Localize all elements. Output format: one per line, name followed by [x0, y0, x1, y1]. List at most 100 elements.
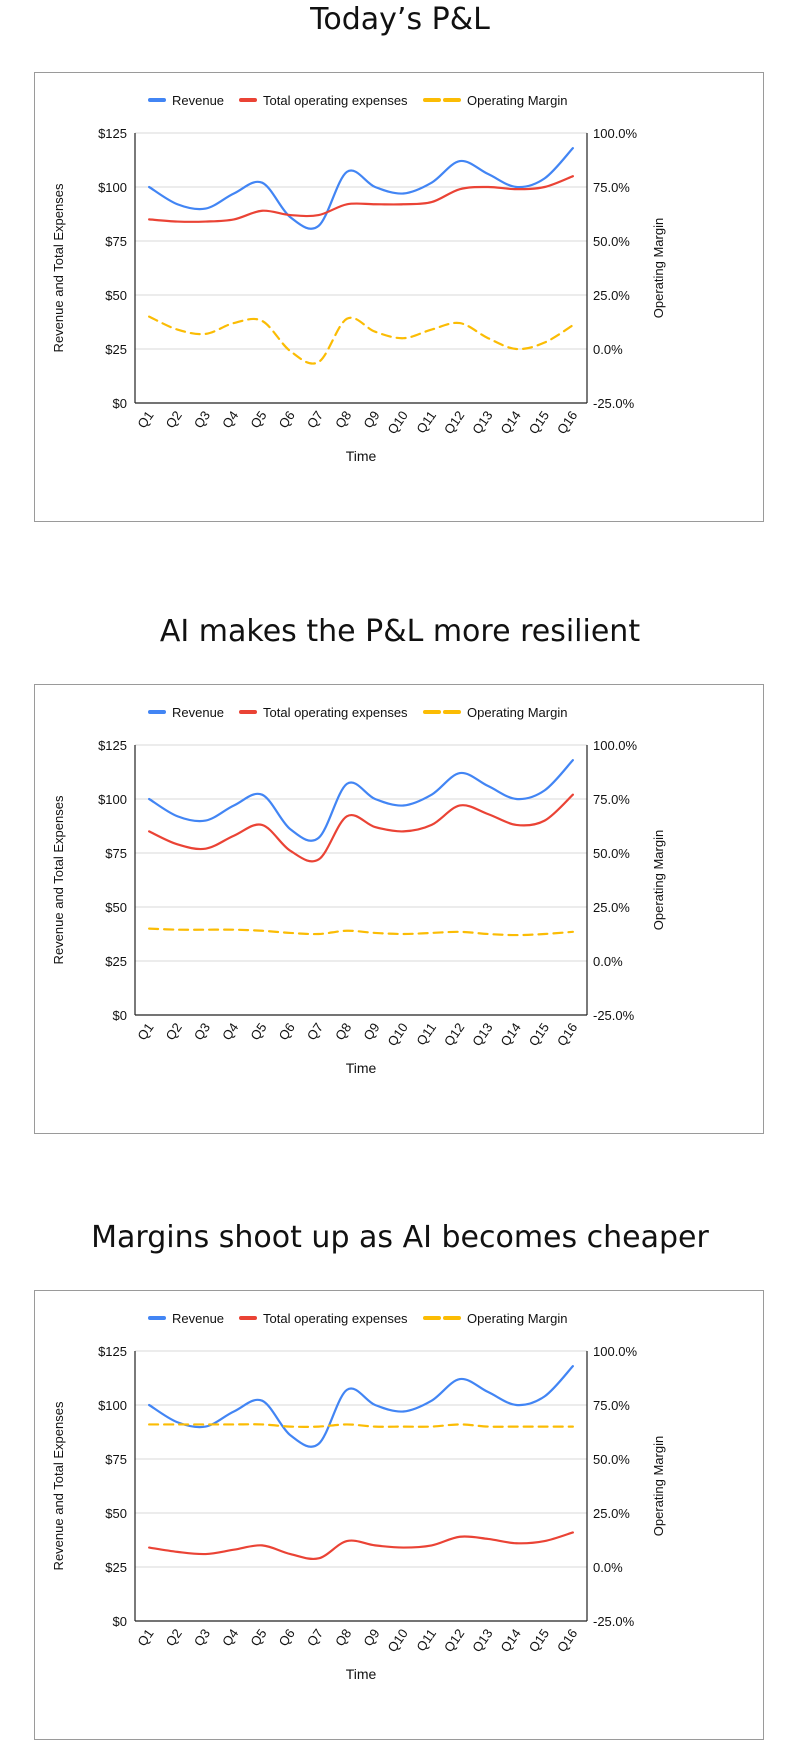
x-tick-label: Q1 — [134, 1020, 156, 1043]
x-tick-label: Q12 — [441, 1626, 467, 1655]
x-tick-label: Q3 — [191, 408, 213, 431]
y-tick-label: $125 — [98, 126, 127, 141]
chart-title: Margins shoot up as AI becomes cheaper — [91, 1220, 709, 1255]
y2-tick-label: -25.0% — [593, 1614, 635, 1629]
x-tick-label: Q6 — [276, 1626, 298, 1649]
x-tick-label: Q15 — [526, 1626, 552, 1655]
y-tick-label: $100 — [98, 180, 127, 195]
y2-tick-label: 100.0% — [593, 738, 638, 753]
line-chart: $0 $25 $50 $75 $100 $125 -25.0% 0.0% 25.0% 50.0% 7… — [51, 705, 666, 1076]
y-tick-label: $50 — [105, 900, 127, 915]
y-axis-label: Revenue and Total Expenses — [51, 183, 66, 352]
y2-axis-label: Operating Margin — [651, 218, 666, 318]
legend-label: Operating Margin — [467, 705, 567, 720]
chart-section-2: AI makes the P&L more resilient $0 $25 $50… — [0, 612, 800, 1142]
y2-tick-label: 0.0% — [593, 1560, 623, 1575]
x-tick-label: Q10 — [384, 1020, 410, 1049]
x-axis-label: Time — [346, 1666, 377, 1682]
chart-title: Today’s P&L — [310, 2, 490, 37]
x-tick-label: Q6 — [276, 408, 298, 431]
x-tick-label: Q13 — [469, 1626, 495, 1655]
y2-tick-label: -25.0% — [593, 396, 635, 411]
y2-tick-label: 75.0% — [593, 792, 630, 807]
x-tick-label: Q9 — [360, 1020, 382, 1043]
legend-label: Operating Margin — [467, 1311, 567, 1326]
series-line — [148, 759, 574, 842]
series-line — [148, 793, 574, 863]
series-line — [148, 175, 574, 223]
x-tick-label: Q9 — [360, 408, 382, 431]
y-tick-label: $100 — [98, 1398, 127, 1413]
x-tick-label: Q9 — [360, 1626, 382, 1649]
y-axis-label: Revenue and Total Expenses — [51, 1401, 66, 1570]
chart-frame: $0 $25 $50 $75 $100 $125 -25.0% 0.0% 25.0% 50.0% 7… — [34, 1290, 764, 1740]
x-tick-label: Q13 — [469, 1020, 495, 1049]
series-line — [148, 1531, 574, 1560]
y2-tick-label: 50.0% — [593, 1452, 630, 1467]
x-tick-label: Q4 — [219, 1020, 241, 1043]
y-tick-label: $125 — [98, 1344, 127, 1359]
x-tick-label: Q16 — [554, 1626, 580, 1655]
legend-label: Total operating expenses — [263, 705, 408, 720]
x-tick-label: Q4 — [219, 1626, 241, 1649]
y2-tick-label: 75.0% — [593, 1398, 630, 1413]
y-tick-label: $25 — [105, 954, 127, 969]
x-tick-label: Q7 — [304, 408, 326, 431]
y2-axis-label: Operating Margin — [651, 1436, 666, 1536]
x-tick-label: Q7 — [304, 1020, 326, 1043]
y-axis-label: Revenue and Total Expenses — [51, 795, 66, 964]
x-tick-label: Q6 — [276, 1020, 298, 1043]
y-tick-label: $125 — [98, 738, 127, 753]
y2-tick-label: 100.0% — [593, 1344, 638, 1359]
x-axis-label: Time — [346, 448, 377, 464]
x-tick-label: Q8 — [332, 1626, 354, 1649]
y2-tick-label: 25.0% — [593, 288, 630, 303]
line-chart: $0 $25 $50 $75 $100 $125 -25.0% 0.0% 25.0% 50.0% 7… — [51, 93, 666, 464]
series-line — [148, 315, 574, 365]
series-line — [148, 927, 574, 937]
series-line — [148, 147, 574, 230]
x-tick-label: Q2 — [163, 1020, 185, 1043]
legend-label: Total operating expenses — [263, 93, 408, 108]
x-tick-label: Q3 — [191, 1626, 213, 1649]
y-tick-label: $25 — [105, 342, 127, 357]
x-tick-label: Q8 — [332, 408, 354, 431]
x-tick-label: Q12 — [441, 1020, 467, 1049]
legend-label: Total operating expenses — [263, 1311, 408, 1326]
x-tick-label: Q12 — [441, 408, 467, 437]
x-tick-label: Q16 — [554, 408, 580, 437]
chart-title: AI makes the P&L more resilient — [159, 614, 641, 649]
x-tick-label: Q8 — [332, 1020, 354, 1043]
x-tick-label: Q13 — [469, 408, 495, 437]
x-tick-label: Q15 — [526, 408, 552, 437]
x-tick-label: Q10 — [384, 408, 410, 437]
series-line — [148, 1365, 574, 1448]
y-tick-label: $75 — [105, 846, 127, 861]
x-tick-label: Q10 — [384, 1626, 410, 1655]
x-tick-label: Q11 — [413, 1020, 439, 1048]
x-tick-label: Q2 — [163, 1626, 185, 1649]
y-tick-label: $0 — [113, 396, 127, 411]
x-axis-label: Time — [346, 1060, 377, 1076]
x-tick-label: Q5 — [247, 1020, 269, 1043]
y2-tick-label: 25.0% — [593, 1506, 630, 1521]
y-tick-label: $50 — [105, 288, 127, 303]
y2-axis-label: Operating Margin — [651, 830, 666, 930]
x-tick-label: Q1 — [134, 1626, 156, 1649]
y-tick-label: $0 — [113, 1614, 127, 1629]
y2-tick-label: 25.0% — [593, 900, 630, 915]
x-tick-label: Q5 — [247, 408, 269, 431]
legend-label: Revenue — [172, 1311, 224, 1326]
x-tick-label: Q11 — [413, 408, 439, 436]
legend-label: Operating Margin — [467, 93, 567, 108]
series-line — [148, 1423, 574, 1428]
legend-label: Revenue — [172, 93, 224, 108]
x-tick-label: Q2 — [163, 408, 185, 431]
chart-section-1: Today’s P&L $0 $25 $50 $75 $100 $125 -25.0% 0.0… — [0, 0, 800, 530]
y-tick-label: $50 — [105, 1506, 127, 1521]
legend-label: Revenue — [172, 705, 224, 720]
x-tick-label: Q1 — [134, 408, 156, 431]
y-tick-label: $0 — [113, 1008, 127, 1023]
y2-tick-label: 50.0% — [593, 846, 630, 861]
x-tick-label: Q4 — [219, 408, 241, 431]
